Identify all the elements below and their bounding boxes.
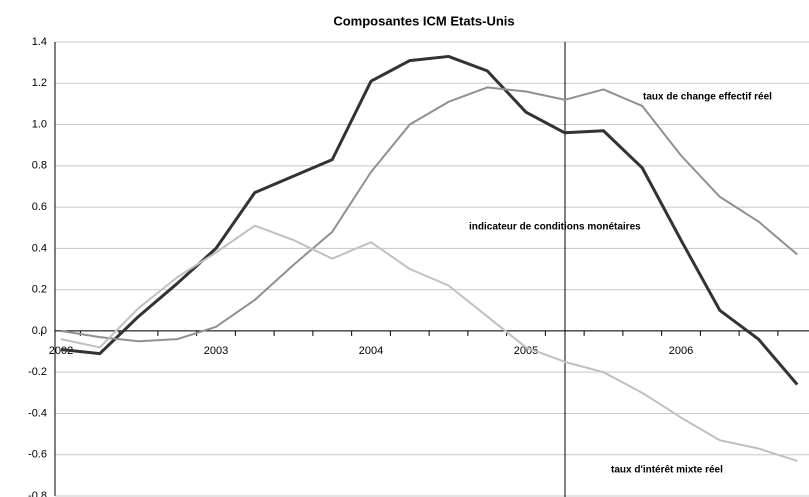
y-tick-label: 0.4	[32, 242, 47, 254]
y-tick-label: 0.8	[32, 160, 47, 172]
chart-title: Composantes ICM Etats-Unis	[333, 13, 514, 28]
series-label: taux de change effectif réel	[643, 92, 772, 103]
series-line	[60, 54, 799, 386]
y-tick-label: 1.0	[32, 118, 47, 130]
y-tick-label: 0.0	[32, 325, 47, 337]
x-tick-label: 2006	[669, 345, 693, 357]
y-tick-label: -0.2	[28, 366, 47, 378]
y-tick-label: -0.6	[28, 449, 47, 461]
y-tick-label: 1.4	[32, 36, 47, 48]
y-tick-label: 0.2	[32, 284, 47, 296]
x-tick-label: 2004	[359, 345, 383, 357]
series-line	[60, 86, 798, 343]
x-tick-label: 2005	[514, 345, 538, 357]
series-line	[60, 224, 798, 462]
y-tick-label: 1.2	[32, 77, 47, 89]
x-tick-label: 2003	[204, 345, 228, 357]
series-label: taux d'intérêt mixte réel	[611, 465, 723, 476]
y-tick-label: 0.6	[32, 201, 47, 213]
y-tick-label: -0.4	[28, 407, 47, 419]
series-label: indicateur de conditions monétaires	[469, 222, 641, 233]
y-tick-label: -0.8	[28, 490, 47, 497]
